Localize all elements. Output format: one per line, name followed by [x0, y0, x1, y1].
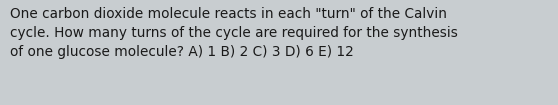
Text: One carbon dioxide molecule reacts in each "turn" of the Calvin
cycle. How many : One carbon dioxide molecule reacts in ea…: [10, 7, 458, 59]
